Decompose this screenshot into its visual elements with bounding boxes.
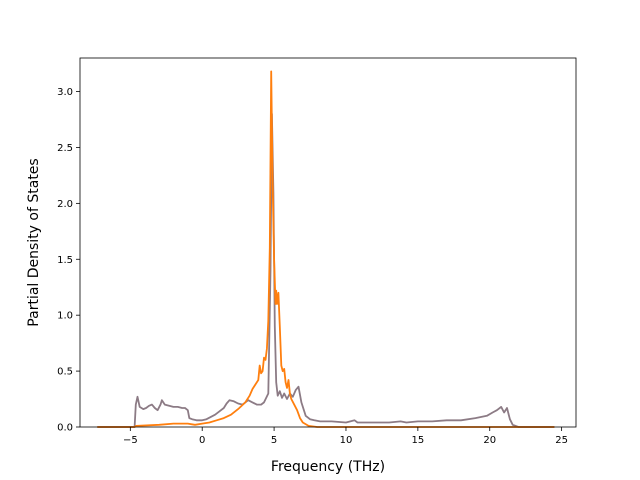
y-tick-label: 2.0	[57, 199, 73, 210]
x-axis-label: Frequency (THz)	[271, 459, 385, 475]
plot-lines	[97, 70, 555, 428]
x-tick-label: 0	[199, 435, 205, 446]
x-tick-label: 20	[483, 435, 496, 446]
x-tick-label: −5	[123, 435, 138, 446]
y-tick-label: 1.5	[57, 255, 73, 266]
plot-frame	[79, 57, 577, 428]
series-line-2	[97, 70, 555, 428]
x-tick-label: 15	[411, 435, 424, 446]
y-axis-ticks: 0.0 0.5 1.0 1.5 2.0 2.5 3.0	[57, 87, 80, 434]
series-line-1	[97, 113, 555, 428]
y-tick-label: 0.0	[57, 423, 73, 434]
x-axis-ticks: −5 0 5 10 15 20 25	[123, 427, 568, 446]
x-tick-label: 5	[271, 435, 277, 446]
y-axis-label: Partial Density of States	[26, 158, 42, 326]
x-tick-label: 25	[555, 435, 568, 446]
x-tick-label: 10	[340, 435, 353, 446]
y-tick-label: 2.5	[57, 143, 73, 154]
y-tick-label: 1.0	[57, 311, 73, 322]
y-tick-label: 3.0	[57, 87, 73, 98]
y-tick-label: 0.5	[57, 367, 73, 378]
